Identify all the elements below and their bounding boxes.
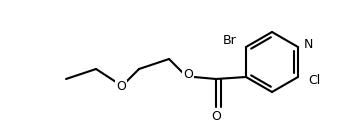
Text: Br: Br <box>223 34 237 47</box>
Text: O: O <box>183 68 193 82</box>
Text: O: O <box>116 80 126 94</box>
Text: Cl: Cl <box>308 75 320 87</box>
Text: O: O <box>211 111 221 124</box>
Text: N: N <box>303 39 313 51</box>
